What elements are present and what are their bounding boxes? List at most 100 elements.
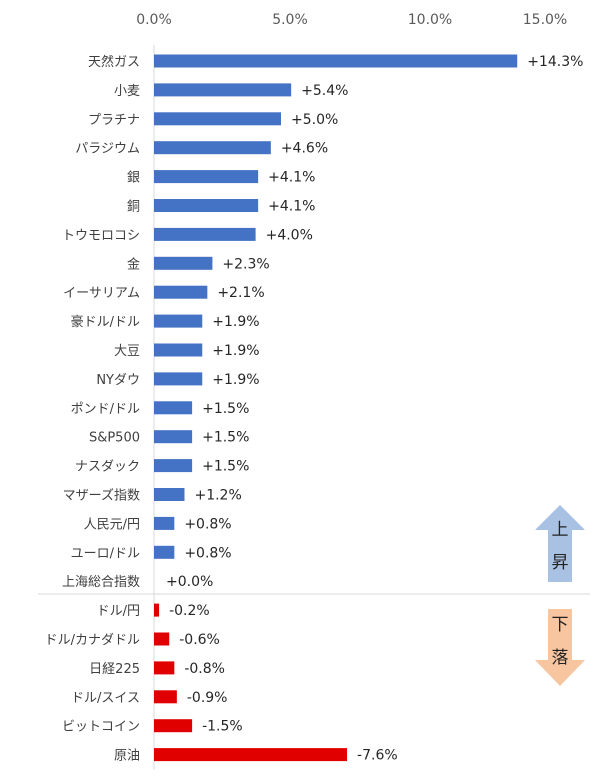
bar: [154, 199, 259, 212]
category-label: 上海総合指数: [62, 575, 140, 590]
category-label: 原油: [114, 749, 140, 764]
bar: [154, 430, 193, 444]
bar-rows: 天然ガス +14.3% 小麦 +5.4% プラチナ +5.0% パラジウム +4.6% 銀 +4.…: [45, 54, 584, 764]
category-label: トウモロコシ: [62, 228, 140, 243]
data-label: -7.6%: [357, 748, 398, 764]
data-label: +4.6%: [281, 141, 328, 157]
data-label: +0.8%: [184, 545, 231, 561]
bar: [154, 488, 185, 501]
down-arrow-label-2: 落: [552, 648, 569, 668]
data-label: +0.8%: [184, 516, 231, 532]
bar-row: 小麦 +5.4%: [114, 83, 348, 99]
data-label: +4.1%: [268, 199, 315, 215]
data-label: +1.5%: [202, 459, 249, 475]
data-label: +1.9%: [212, 343, 259, 359]
data-label: +1.2%: [194, 488, 241, 504]
bar: [154, 459, 193, 473]
bar: [154, 343, 203, 357]
bar-row: S&P500 +1.5%: [89, 430, 249, 446]
bar: [154, 54, 518, 68]
data-label: +1.5%: [202, 430, 249, 446]
data-label: +4.0%: [266, 227, 313, 243]
category-label: ナスダック: [75, 460, 140, 475]
bar-row: ナスダック +1.5%: [75, 459, 249, 475]
x-tick-label: 5.0%: [272, 12, 308, 28]
bar: [154, 372, 203, 386]
bar: [154, 112, 281, 126]
bar-row: 大豆 +1.9%: [114, 343, 260, 359]
bar-row: パラジウム +4.6%: [75, 141, 328, 157]
bar-row: 豪ドル/ドル +1.9%: [71, 314, 260, 330]
bar: [154, 748, 348, 762]
category-label: イーサリアム: [63, 286, 140, 301]
bar: [154, 256, 213, 270]
category-label: 小麦: [114, 84, 140, 99]
bar: [154, 314, 203, 328]
category-label: 日経225: [89, 662, 140, 677]
data-label: +14.3%: [527, 54, 583, 70]
category-label: ドル/円: [97, 604, 140, 619]
bar-row: プラチナ +5.0%: [88, 112, 338, 128]
category-label: 豪ドル/ドル: [71, 314, 140, 330]
bar-row: ユーロ/ドル +0.8%: [71, 545, 232, 561]
bar-row: ドル/カナダドル -0.6%: [45, 632, 220, 648]
category-label: パラジウム: [75, 142, 140, 157]
bar-row: ドル/円 -0.2%: [97, 603, 210, 619]
category-label: プラチナ: [88, 113, 140, 128]
data-label: -0.2%: [169, 603, 210, 619]
bar-row: 銀 +4.1%: [127, 170, 315, 186]
data-label: +2.3%: [222, 256, 269, 272]
category-label: ドル/スイス: [71, 691, 140, 706]
category-label: ポンド/ドル: [71, 402, 140, 417]
bar: [154, 661, 175, 675]
bar: [154, 141, 271, 155]
category-label: 銀: [127, 171, 140, 186]
data-label: -0.9%: [187, 690, 228, 706]
bar: [154, 719, 193, 733]
data-label: +2.1%: [217, 285, 264, 301]
bar: [154, 170, 259, 184]
category-label: S&P500: [89, 431, 140, 446]
data-label: +5.4%: [301, 83, 348, 99]
bar-row: ポンド/ドル +1.5%: [71, 401, 250, 417]
bar: [154, 401, 193, 415]
category-label: ユーロ/ドル: [71, 546, 140, 561]
category-label: 金: [127, 256, 140, 272]
bar-row: ビットコイン -1.5%: [62, 719, 243, 735]
up-arrow-label-2: 昇: [552, 553, 569, 573]
x-axis-ticks: 0.0% 5.0% 10.0% 15.0%: [136, 12, 567, 28]
bar-row: 天然ガス +14.3%: [88, 54, 583, 70]
bar: [154, 545, 175, 559]
category-label: 大豆: [114, 344, 140, 359]
bar-row: 原油 -7.6%: [114, 748, 398, 764]
bar: [154, 516, 175, 530]
category-label: NYダウ: [96, 373, 140, 388]
bar: [154, 83, 292, 97]
bar-row: NYダウ +1.9%: [96, 372, 259, 388]
bar: [154, 632, 170, 646]
bar-row: マザーズ指数 +1.2%: [63, 488, 242, 504]
data-label: +1.9%: [212, 314, 259, 330]
down-arrow: 下 落: [535, 609, 585, 686]
bar: [154, 690, 177, 704]
bar-row: 人民元/円 +0.8%: [84, 516, 232, 532]
data-label: +5.0%: [291, 112, 338, 128]
x-tick-label: 10.0%: [408, 12, 452, 28]
bar-row: 銅 +4.1%: [127, 199, 315, 215]
data-label: +0.0%: [166, 574, 213, 590]
x-tick-label: 0.0%: [136, 12, 172, 28]
category-label: ビットコイン: [62, 720, 140, 735]
category-label: 銅: [127, 200, 140, 215]
category-label: マザーズ指数: [63, 488, 140, 504]
bar: [154, 227, 256, 241]
data-label: -0.6%: [179, 632, 220, 648]
down-arrow-icon: [535, 609, 585, 686]
bar-row: トウモロコシ +4.0%: [62, 227, 313, 243]
bar-row: 金 +2.3%: [127, 256, 270, 272]
up-arrow-icon: [535, 505, 585, 582]
down-arrow-label-1: 下: [552, 615, 569, 635]
category-label: 人民元/円: [84, 517, 140, 532]
up-arrow: 上 昇: [535, 505, 585, 582]
